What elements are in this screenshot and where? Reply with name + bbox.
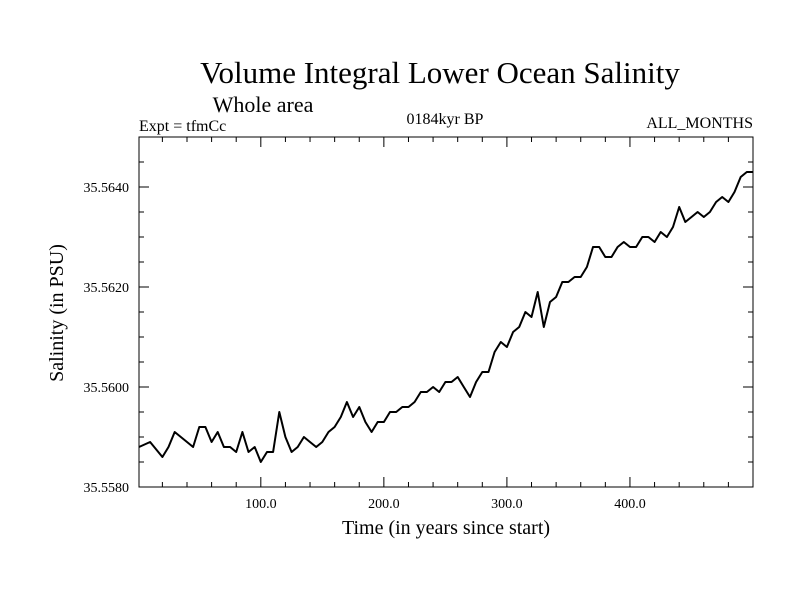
y-tick-labels: 35.5580 35.5600 35.5620 35.5640 <box>84 181 130 496</box>
period-label: 0184kyr BP <box>407 111 484 128</box>
experiment-label: Expt = tfmCc <box>139 118 226 135</box>
x-tick-label: 400.0 <box>614 497 646 512</box>
axis-ticks <box>139 136 754 488</box>
plot-frame <box>138 136 754 488</box>
chart-subtitle: Whole area <box>213 92 314 117</box>
x-tick-label: 100.0 <box>245 497 277 512</box>
x-tick-labels: 100.0 200.0 300.0 400.0 <box>245 497 646 512</box>
x-tick-label: 300.0 <box>491 497 523 512</box>
y-tick-label: 35.5580 <box>84 481 130 496</box>
y-tick-label: 35.5600 <box>84 381 130 396</box>
x-axis-label: Time (in years since start) <box>342 517 550 539</box>
y-tick-label: 35.5620 <box>84 281 130 296</box>
x-tick-label: 200.0 <box>368 497 400 512</box>
chart-title: Volume Integral Lower Ocean Salinity <box>200 55 680 90</box>
months-label: ALL_MONTHS <box>646 115 753 132</box>
series-line-salinity <box>138 171 753 463</box>
y-tick-label: 35.5640 <box>84 181 130 196</box>
series-group <box>138 171 753 463</box>
y-axis-label: Salinity (in PSU) <box>46 244 68 382</box>
